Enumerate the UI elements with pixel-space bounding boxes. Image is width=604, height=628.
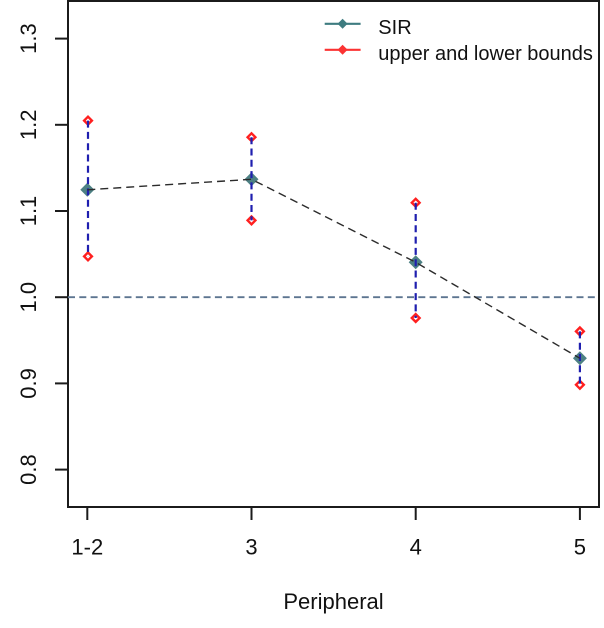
svg-text:1.1: 1.1 bbox=[16, 196, 41, 227]
svg-text:SIR: SIR bbox=[378, 17, 411, 39]
svg-text:0.9: 0.9 bbox=[16, 368, 41, 399]
svg-text:0.8: 0.8 bbox=[16, 454, 41, 485]
svg-text:1.0: 1.0 bbox=[16, 282, 41, 313]
svg-text:3: 3 bbox=[245, 535, 257, 560]
svg-text:1.3: 1.3 bbox=[16, 23, 41, 54]
svg-text:1.2: 1.2 bbox=[16, 110, 41, 141]
svg-text:4: 4 bbox=[410, 535, 422, 560]
svg-text:Peripheral: Peripheral bbox=[283, 589, 383, 614]
svg-text:1-2: 1-2 bbox=[71, 535, 103, 560]
svg-text:upper and lower bounds: upper and lower bounds bbox=[378, 43, 593, 65]
svg-text:5: 5 bbox=[574, 535, 586, 560]
